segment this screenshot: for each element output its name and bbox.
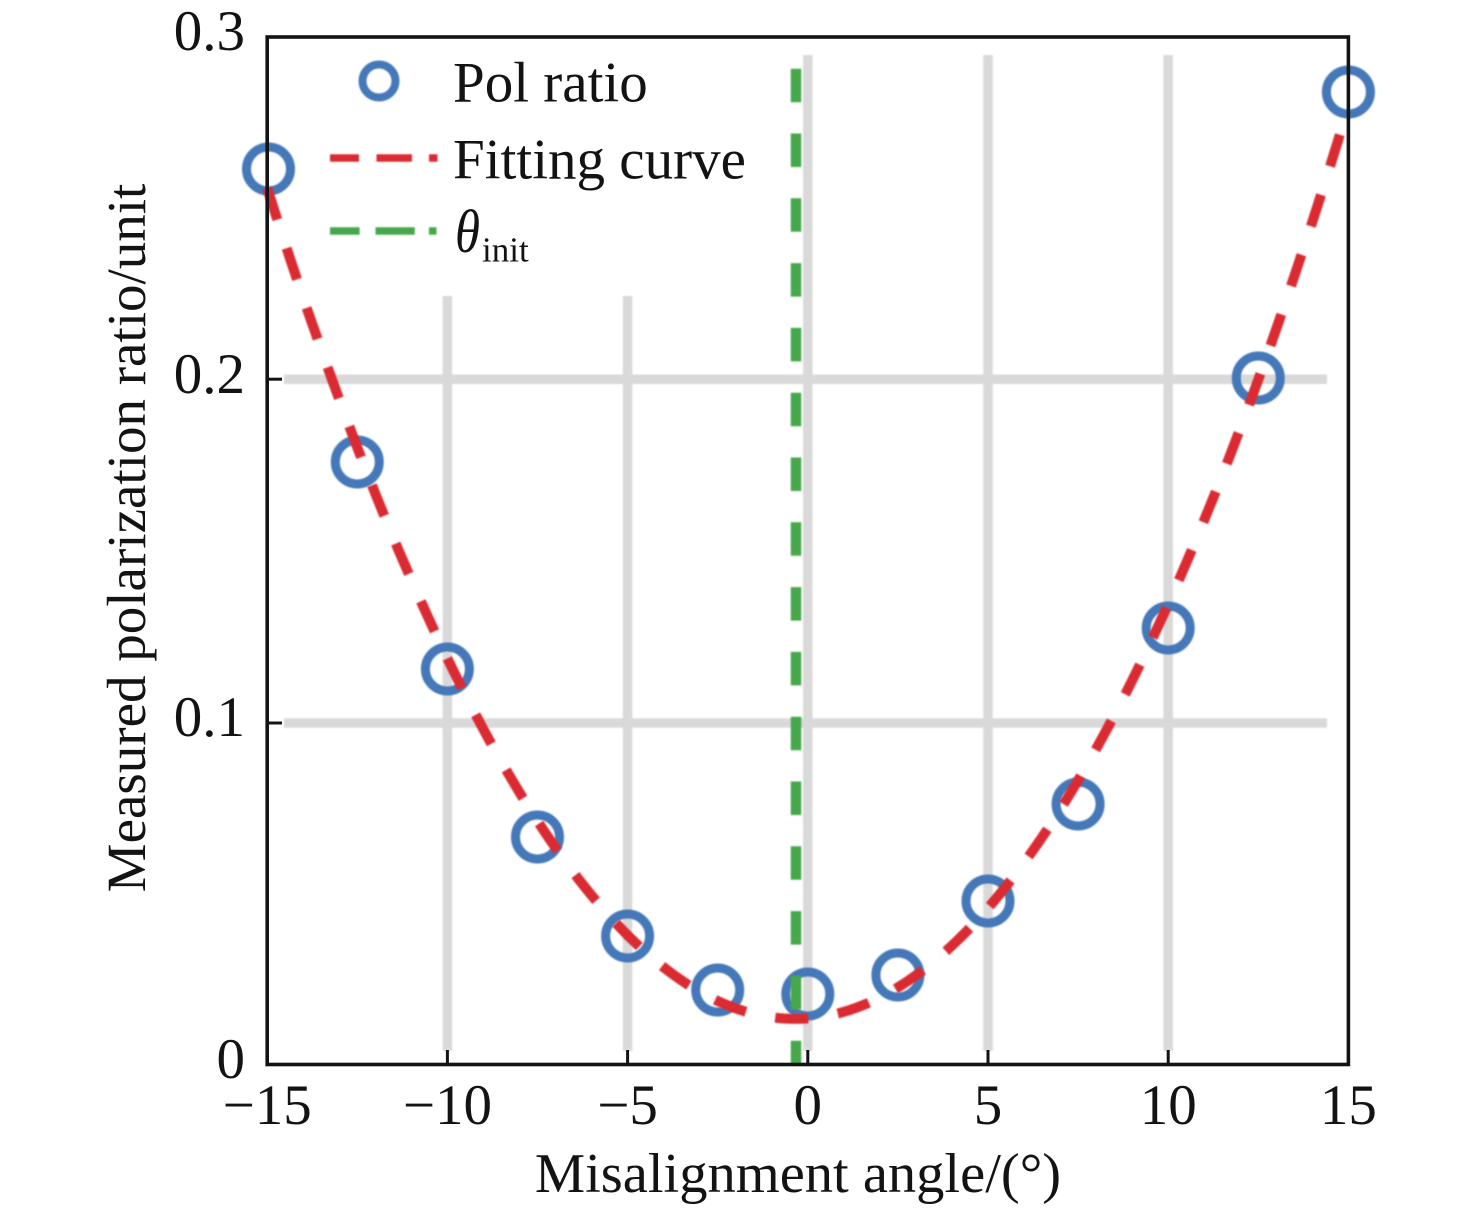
svg-text:−10: −10 <box>403 1074 492 1137</box>
svg-text:Misalignment angle/(°): Misalignment angle/(°) <box>535 1143 1061 1205</box>
svg-text:5: 5 <box>974 1074 1003 1137</box>
svg-text:Fitting curve: Fitting curve <box>453 129 746 192</box>
svg-text:15: 15 <box>1320 1074 1377 1137</box>
svg-text:Pol ratio: Pol ratio <box>453 52 648 115</box>
svg-text:0: 0 <box>794 1074 823 1137</box>
svg-text:θ: θ <box>455 199 480 266</box>
svg-text:−5: −5 <box>597 1074 658 1137</box>
svg-text:0.3: 0.3 <box>174 0 245 63</box>
svg-text:0.1: 0.1 <box>174 686 245 749</box>
svg-text:10: 10 <box>1140 1074 1197 1137</box>
svg-text:−15: −15 <box>223 1074 312 1137</box>
svg-text:0: 0 <box>217 1028 246 1091</box>
svg-text:init: init <box>482 231 529 270</box>
svg-text:Measured polarization ratio/un: Measured polarization ratio/unit <box>96 184 157 893</box>
svg-text:0.2: 0.2 <box>174 343 245 406</box>
